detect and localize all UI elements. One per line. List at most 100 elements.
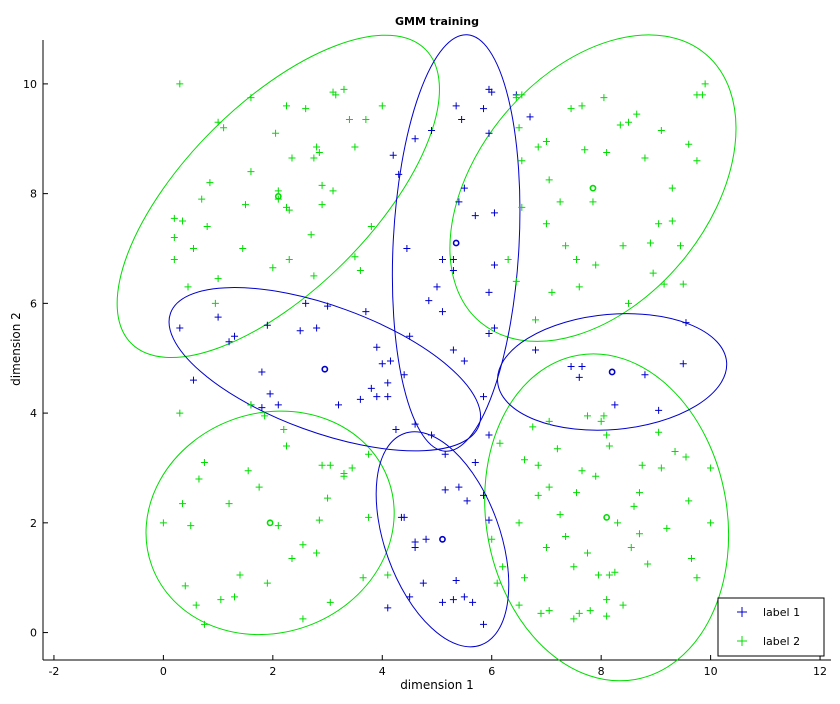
data-point — [490, 209, 498, 217]
data-point — [356, 395, 364, 403]
data-point — [471, 458, 479, 466]
data-point — [578, 362, 586, 370]
data-point — [389, 151, 397, 159]
data-point — [512, 277, 520, 285]
gaussian-ellipse — [168, 287, 482, 452]
data-point — [247, 94, 255, 102]
data-point — [542, 220, 550, 228]
data-point — [373, 393, 381, 401]
legend-item-label-1: label 1 — [737, 606, 800, 619]
data-point — [663, 524, 671, 532]
data-point — [583, 549, 591, 557]
x-tick-label: 0 — [160, 665, 167, 678]
data-point — [392, 426, 400, 434]
data-point — [200, 620, 208, 628]
data-point — [214, 275, 222, 283]
data-point — [269, 264, 277, 272]
data-point — [324, 494, 332, 502]
x-tick-label: 2 — [269, 665, 276, 678]
data-point — [575, 609, 583, 617]
data-point — [348, 464, 356, 472]
data-point — [594, 571, 602, 579]
data-point — [170, 214, 178, 222]
data-point — [220, 124, 228, 132]
legend-box — [717, 597, 825, 657]
cluster-center — [589, 184, 597, 192]
data-point — [310, 154, 318, 162]
data-point — [356, 266, 364, 274]
data-point — [460, 593, 468, 601]
data-point — [313, 549, 321, 557]
data-point — [641, 154, 649, 162]
cluster-center — [439, 535, 446, 543]
chart-title: GMM training — [395, 15, 479, 28]
data-point — [397, 513, 405, 521]
data-point — [471, 212, 479, 220]
data-point — [545, 607, 553, 615]
gaussian-ellipse — [484, 353, 730, 682]
data-point — [660, 280, 668, 288]
data-point — [545, 483, 553, 491]
data-point — [258, 404, 266, 412]
data-point — [532, 316, 539, 324]
data-point — [386, 357, 394, 365]
data-point — [313, 143, 321, 151]
data-point — [280, 426, 288, 434]
data-point — [326, 598, 334, 606]
data-point — [288, 154, 296, 162]
data-point — [693, 157, 701, 165]
data-point — [225, 500, 233, 508]
legend: label 1 label 2 — [717, 597, 825, 657]
data-point — [603, 612, 611, 620]
data-point — [179, 217, 187, 225]
data-point — [657, 127, 665, 135]
data-point — [255, 483, 263, 491]
data-point — [236, 571, 244, 579]
data-point — [438, 598, 446, 606]
data-point — [575, 373, 583, 381]
data-point — [512, 94, 520, 102]
data-point — [449, 346, 457, 354]
data-point — [707, 464, 715, 472]
data-point — [214, 118, 222, 126]
data-point — [159, 519, 167, 527]
data-point — [373, 343, 381, 351]
gaussian-ellipse — [497, 313, 728, 431]
data-point — [211, 299, 219, 307]
data-point — [625, 118, 633, 126]
data-point — [518, 91, 526, 99]
data-point — [600, 412, 608, 420]
data-point — [611, 568, 619, 576]
data-point — [345, 116, 353, 124]
data-point — [214, 313, 222, 321]
data-point — [534, 143, 542, 151]
data-point — [460, 184, 468, 192]
data-point — [542, 138, 550, 146]
data-point — [310, 272, 318, 280]
data-point — [340, 469, 348, 477]
gaussian-ellipse — [116, 34, 440, 359]
data-point — [534, 461, 542, 469]
data-point — [611, 401, 619, 409]
data-point — [515, 124, 523, 132]
y-axis-ticks: 0 2 4 6 8 10 — [23, 78, 48, 640]
data-point — [641, 371, 649, 379]
data-point — [441, 486, 449, 494]
data-point — [485, 431, 493, 439]
data-point — [545, 417, 553, 425]
data-point — [480, 105, 488, 113]
data-point — [693, 574, 701, 582]
data-point — [485, 288, 493, 296]
data-point — [570, 563, 578, 571]
data-point — [285, 255, 293, 263]
data-point — [614, 519, 622, 527]
data-point — [329, 187, 337, 195]
data-point — [384, 393, 392, 401]
data-point — [189, 244, 197, 252]
data-point — [605, 442, 613, 450]
data-point — [184, 283, 192, 291]
data-point — [225, 338, 233, 346]
data-point — [351, 143, 359, 151]
data-point — [575, 283, 583, 291]
data-point — [687, 554, 695, 562]
